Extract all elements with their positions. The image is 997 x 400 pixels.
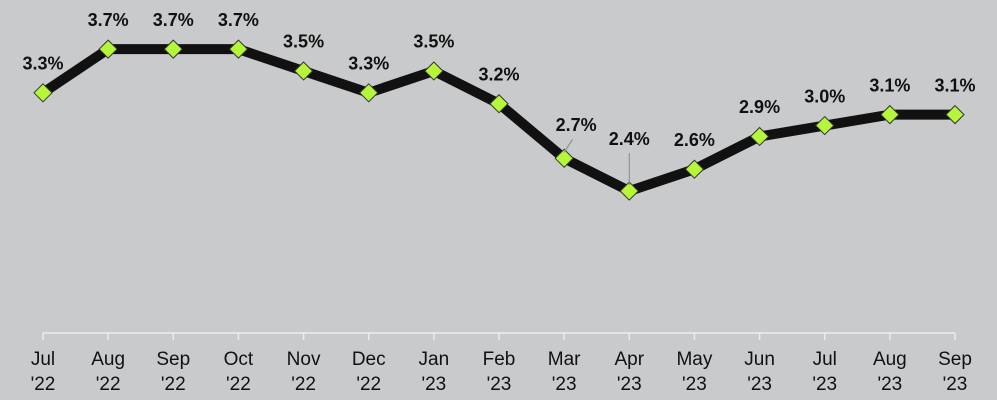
data-label: 2.4% — [609, 129, 650, 149]
leader-line — [563, 139, 573, 153]
data-label: 3.2% — [478, 64, 519, 84]
data-label: 3.1% — [869, 75, 910, 95]
x-tick-label: May '23 — [676, 349, 712, 395]
x-tick-label: Jul '22 — [31, 349, 56, 395]
data-label: 3.7% — [218, 10, 259, 30]
x-tick-label: Feb '23 — [483, 349, 516, 395]
marker — [945, 104, 965, 125]
marker — [684, 159, 705, 179]
x-tick-label: Aug '23 — [873, 349, 907, 395]
x-tick-label: Aug '22 — [91, 349, 125, 395]
data-label: 3.5% — [413, 32, 454, 52]
data-label: 3.3% — [348, 54, 389, 74]
marker — [619, 181, 639, 201]
marker — [228, 39, 249, 59]
data-label: 3.0% — [804, 86, 845, 106]
data-label: 2.7% — [556, 115, 597, 135]
data-label: 3.3% — [22, 54, 63, 74]
data-label: 3.7% — [88, 10, 129, 30]
marker — [33, 83, 53, 103]
marker — [163, 39, 183, 59]
x-tick-label: Sep '23 — [938, 349, 972, 395]
data-label: 3.7% — [153, 10, 194, 30]
marker — [880, 104, 900, 125]
marker — [293, 61, 314, 81]
x-tick-label: Dec '22 — [352, 349, 386, 395]
marker — [424, 61, 444, 81]
x-tick-label: Oct '22 — [224, 349, 254, 395]
marker — [98, 39, 118, 59]
marker — [749, 126, 770, 147]
x-tick-label: Jul '23 — [812, 349, 837, 395]
marker — [359, 83, 379, 103]
x-tick-label: Nov '22 — [287, 349, 321, 395]
marker — [489, 94, 509, 114]
marker — [815, 115, 835, 136]
data-label: 2.6% — [674, 130, 715, 150]
data-label: 2.9% — [739, 97, 780, 117]
data-label: 3.1% — [934, 75, 975, 95]
x-tick-label: Sep '22 — [156, 349, 190, 395]
data-label: 3.5% — [283, 32, 324, 52]
x-tick-label: Jun '23 — [744, 349, 775, 395]
x-tick-label: Apr '23 — [614, 349, 644, 395]
x-tick-label: Mar '23 — [548, 349, 581, 395]
x-tick-label: Jan '23 — [419, 349, 450, 395]
marker — [554, 148, 574, 169]
